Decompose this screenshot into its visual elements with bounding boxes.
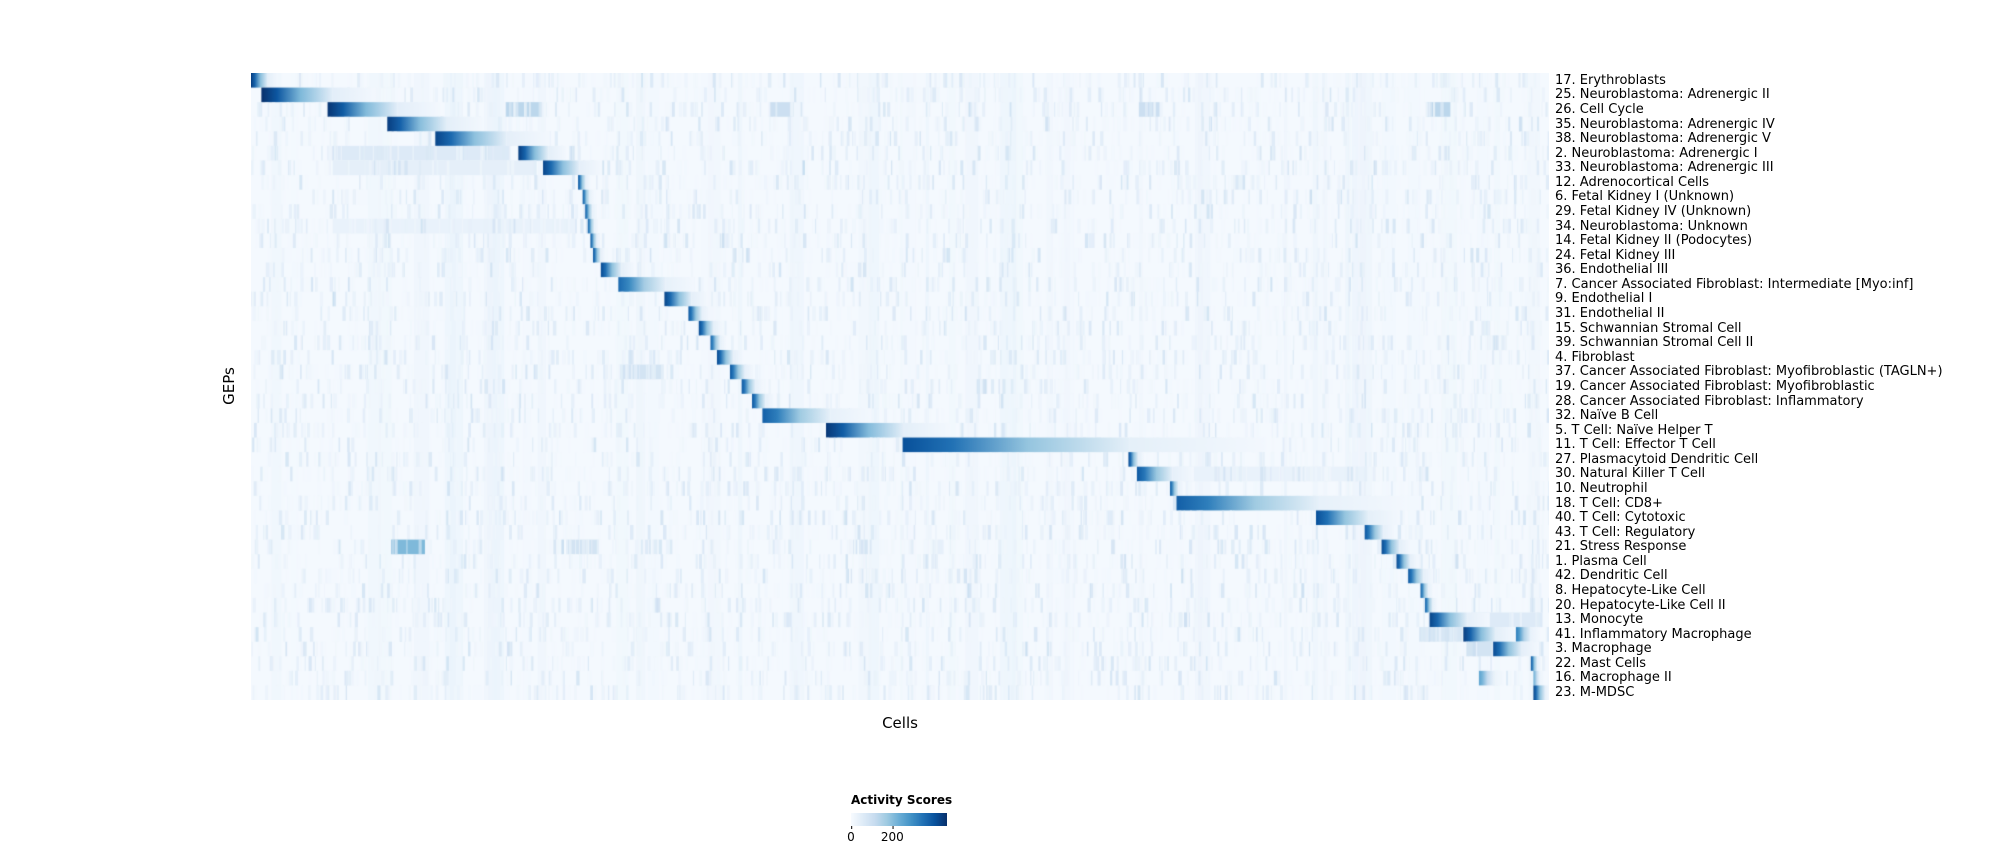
- gep-label: 8. Hepatocyte-Like Cell: [1555, 583, 1706, 599]
- colorbar-ticks: 0 200: [847, 826, 947, 844]
- colorbar-title: Activity Scores: [851, 793, 953, 807]
- gep-label: 2. Neuroblastoma: Adrenergic I: [1555, 145, 1758, 161]
- gep-label: 10. Neutrophil: [1555, 480, 1648, 496]
- gep-label: 26. Cell Cycle: [1555, 101, 1644, 117]
- gep-label: 38. Neuroblastoma: Adrenergic V: [1555, 131, 1771, 147]
- gep-label: 34. Neuroblastoma: Unknown: [1555, 218, 1748, 234]
- gep-label: 36. Endothelial III: [1555, 262, 1669, 278]
- gep-label: 17. Erythroblasts: [1555, 72, 1666, 88]
- gep-label: 15. Schwannian Stromal Cell: [1555, 320, 1742, 336]
- heatmap-canvas: [251, 73, 1549, 700]
- gep-label: 27. Plasmacytoid Dendritic Cell: [1555, 451, 1759, 467]
- gep-label: 41. Inflammatory Macrophage: [1555, 626, 1752, 642]
- gep-label: 37. Cancer Associated Fibroblast: Myofib…: [1555, 364, 1943, 380]
- gep-label: 21. Stress Response: [1555, 539, 1687, 555]
- colorbar-tick: 200: [880, 826, 904, 844]
- gep-label: 24. Fetal Kidney III: [1555, 247, 1676, 263]
- gep-label: 22. Mast Cells: [1555, 655, 1647, 671]
- gep-label: 25. Neuroblastoma: Adrenergic II: [1555, 87, 1770, 103]
- x-axis-label: Cells: [882, 714, 918, 732]
- gep-label: 14. Fetal Kidney II (Podocytes): [1555, 233, 1753, 249]
- gep-label: 20. Hepatocyte-Like Cell II: [1555, 597, 1726, 613]
- gep-label: 31. Endothelial II: [1555, 306, 1665, 322]
- y-axis-label: GEPs: [220, 367, 238, 405]
- gep-label: 30. Natural Killer T Cell: [1555, 466, 1706, 482]
- gep-label: 32. Naïve B Cell: [1555, 408, 1659, 424]
- gep-label: 35. Neuroblastoma: Adrenergic IV: [1555, 116, 1775, 132]
- gep-label: 16. Macrophage II: [1555, 670, 1672, 686]
- gep-label: 18. T Cell: CD8+: [1555, 495, 1663, 511]
- gep-label: 33. Neuroblastoma: Adrenergic III: [1555, 160, 1774, 176]
- gep-label: 28. Cancer Associated Fibroblast: Inflam…: [1555, 393, 1864, 409]
- gep-label: 23. M-MDSC: [1555, 685, 1635, 701]
- row-labels: 17. Erythroblasts 25. Neuroblastoma: Adre…: [1555, 73, 1943, 700]
- gep-label: 1. Plasma Cell: [1555, 553, 1647, 569]
- colorbar-legend: Activity Scores 0 200: [847, 793, 953, 844]
- colorbar-tick: 0: [847, 826, 855, 844]
- gep-label: 13. Monocyte: [1555, 612, 1644, 628]
- gep-label: 3. Macrophage: [1555, 641, 1652, 657]
- gep-label: 4. Fibroblast: [1555, 349, 1635, 365]
- gep-label: 29. Fetal Kidney IV (Unknown): [1555, 203, 1752, 219]
- gep-label: 5. T Cell: Naïve Helper T: [1555, 422, 1713, 438]
- gep-label: 11. T Cell: Effector T Cell: [1555, 437, 1716, 453]
- gep-label: 9. Endothelial I: [1555, 291, 1653, 307]
- gep-label: 39. Schwannian Stromal Cell II: [1555, 335, 1754, 351]
- gep-label: 40. T Cell: Cytotoxic: [1555, 510, 1686, 526]
- gep-label: 42. Dendritic Cell: [1555, 568, 1668, 584]
- gep-label: 19. Cancer Associated Fibroblast: Myofib…: [1555, 378, 1875, 394]
- gep-label: 43. T Cell: Regulatory: [1555, 524, 1696, 540]
- gep-label: 7. Cancer Associated Fibroblast: Interme…: [1555, 276, 1914, 292]
- gep-label: 12. Adrenocortical Cells: [1555, 174, 1710, 190]
- gep-label: 6. Fetal Kidney I (Unknown): [1555, 189, 1735, 205]
- colorbar-gradient: [851, 813, 947, 826]
